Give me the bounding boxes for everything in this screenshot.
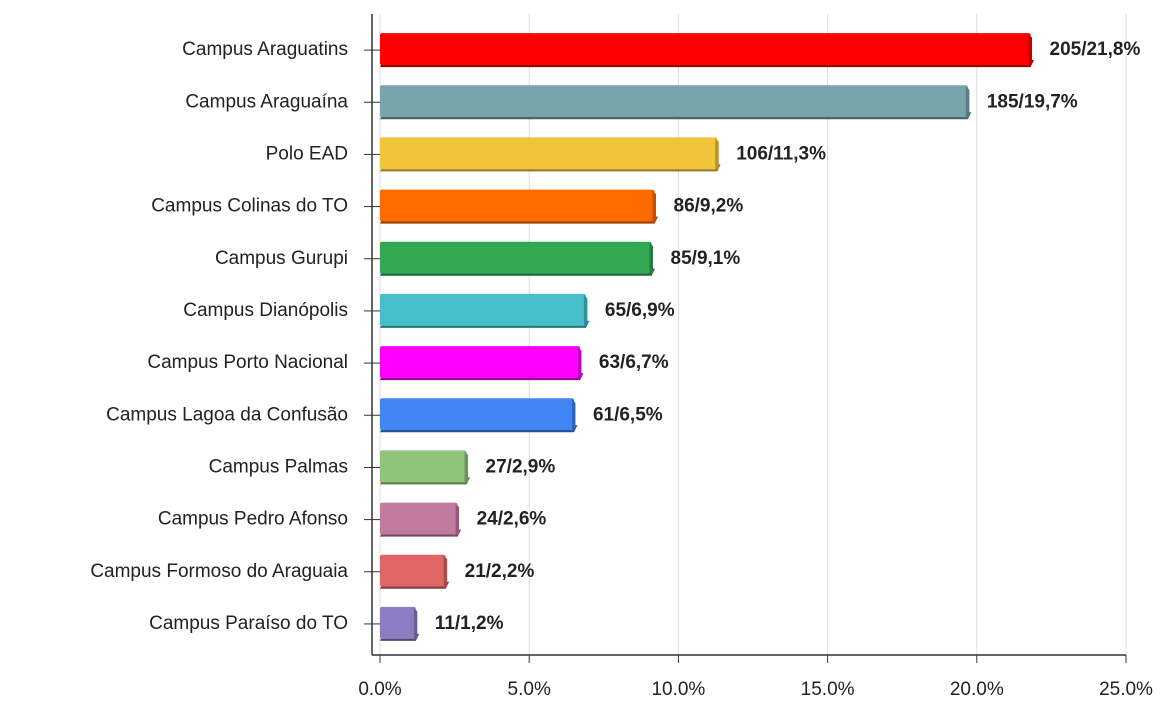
bar [380, 241, 652, 274]
value-label: 63/6,7% [599, 352, 669, 373]
value-label: 27/2,9% [486, 456, 556, 477]
bar [380, 606, 416, 639]
x-tick-label: 0.0% [358, 679, 401, 700]
x-tick-label: 5.0% [508, 679, 551, 700]
bar [380, 33, 1031, 65]
y-tick-label: Campus Palmas [209, 456, 348, 477]
value-label: 185/19,7% [987, 91, 1078, 112]
bar [380, 554, 446, 587]
x-tick-label: 10.0% [651, 679, 705, 700]
y-tick-label: Campus Dianópolis [183, 300, 348, 321]
bar-side [649, 242, 654, 275]
value-label: 205/21,8% [1050, 39, 1141, 60]
x-tick-label: 25.0% [1099, 679, 1153, 700]
y-tick-label: Campus Formoso do Araguaia [90, 561, 348, 582]
value-label: 85/9,1% [671, 248, 741, 269]
value-label: 61/6,5% [593, 404, 663, 425]
value-label: 11/1,2% [435, 613, 504, 634]
y-tick-label: Campus Porto Nacional [147, 352, 348, 373]
value-label: 65/6,9% [605, 300, 675, 321]
value-label: 106/11,3% [736, 143, 826, 164]
bar-side [413, 607, 418, 640]
value-label: 24/2,6% [477, 509, 547, 530]
value-label: 21/2,2% [465, 561, 535, 582]
bar-side [443, 555, 448, 588]
bar [380, 293, 586, 326]
bar [380, 189, 655, 222]
bar [380, 450, 467, 483]
y-tick-label: Campus Colinas do TO [151, 196, 348, 217]
bar [380, 85, 968, 118]
bar-side [571, 399, 576, 432]
y-tick-label: Campus Araguaína [185, 91, 348, 112]
bar-side [715, 138, 719, 171]
x-tick-label: 15.0% [801, 679, 855, 700]
y-tick-label: Campus Lagoa da Confusão [106, 404, 348, 425]
bar-side [464, 451, 469, 484]
y-tick-label: Polo EAD [266, 143, 348, 164]
value-label: 86/9,2% [674, 196, 744, 217]
bar-side [577, 347, 582, 380]
bar [380, 137, 718, 170]
bar-side [455, 503, 460, 536]
y-tick-label: Campus Gurupi [215, 248, 348, 269]
y-tick-label: Campus Paraíso do TO [149, 613, 348, 634]
bar-side [1028, 34, 1033, 67]
bar [380, 502, 458, 535]
x-tick-label: 20.0% [950, 679, 1004, 700]
bar-side [583, 294, 588, 327]
bar-side [652, 190, 657, 223]
bar [380, 398, 574, 431]
y-tick-label: Campus Pedro Afonso [158, 509, 348, 530]
bar-side [965, 86, 970, 119]
y-tick-label: Campus Araguatins [182, 39, 348, 60]
bar [380, 346, 580, 378]
